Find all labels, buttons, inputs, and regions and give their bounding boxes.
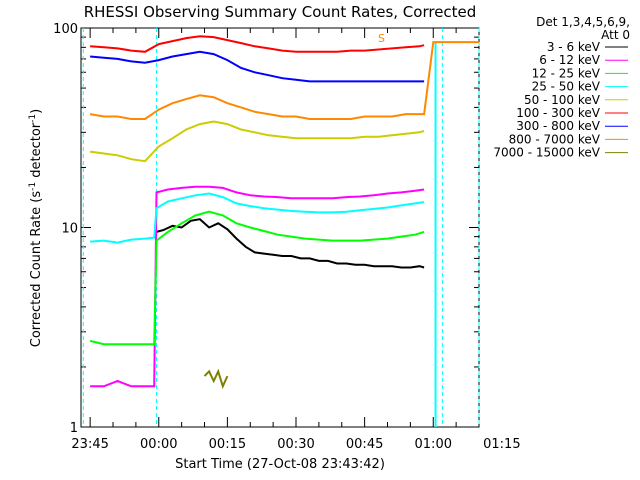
legend-label: 300 - 800 keV xyxy=(516,119,600,133)
legend-label: 7000 - 15000 keV xyxy=(493,146,600,160)
x-tick-label: 01:00 xyxy=(415,437,452,452)
x-tick-label: 00:00 xyxy=(140,437,177,452)
start-marker: S xyxy=(378,32,385,45)
axis-ticks: 1 10 100 23:45 00:00 00:15 00:30 00:45 01:00 01:1… xyxy=(53,22,520,452)
series-line-5 xyxy=(90,35,425,53)
y-axis-label: Corrected Count Rate (s-1 detector-1) xyxy=(28,109,44,347)
x-tick-label: 01:15 xyxy=(483,437,520,452)
legend-label: 6 - 12 keV xyxy=(539,53,601,67)
legend-header-2: Att 0 xyxy=(601,28,630,42)
series-line-0 xyxy=(156,218,425,269)
legend-label: 800 - 7000 keV xyxy=(509,132,601,146)
y-axis-label-main: Corrected Count Rate (s xyxy=(29,191,44,348)
chart-title: RHESSI Observing Summary Count Rates, Co… xyxy=(84,3,477,21)
series-line-1 xyxy=(90,185,425,388)
legend-label: 100 - 300 keV xyxy=(516,106,600,120)
legend-label: 12 - 25 keV xyxy=(532,66,601,80)
y-axis-label-sup-1: -1 xyxy=(28,182,38,191)
legend-header-1: Det 1,3,4,5,6,9, xyxy=(536,15,630,29)
y-axis-label-sup-2: -1 xyxy=(28,114,38,123)
time-markers xyxy=(82,28,480,427)
series-line-2 xyxy=(89,210,425,346)
x-tick-label: 00:15 xyxy=(209,437,246,452)
x-tick-label: 00:45 xyxy=(346,437,383,452)
series-line-3 xyxy=(90,192,425,244)
legend-label: 50 - 100 keV xyxy=(524,93,601,107)
y-tick-label: 10 xyxy=(61,222,78,237)
series-line-4 xyxy=(89,120,425,163)
series-line-7 xyxy=(89,41,479,120)
series-lines xyxy=(89,35,479,390)
y-tick-label: 100 xyxy=(53,22,78,37)
x-tick-label: 00:30 xyxy=(277,437,314,452)
y-tick-label: 1 xyxy=(70,421,78,436)
legend-label: 25 - 50 keV xyxy=(532,80,601,94)
y-axis-label-mid: detector xyxy=(29,122,44,182)
x-tick-label: 23:45 xyxy=(71,437,108,452)
x-axis-label: Start Time (27-Oct-08 23:43:42) xyxy=(175,457,385,472)
series-line-8 xyxy=(203,368,229,390)
legend-label: 3 - 6 keV xyxy=(547,40,601,54)
series-line-6 xyxy=(90,50,425,83)
y-axis-label-end: ) xyxy=(29,109,44,114)
